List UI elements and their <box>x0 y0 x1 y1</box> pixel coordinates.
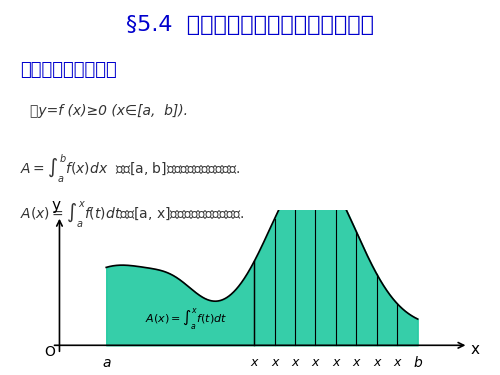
Text: y: y <box>51 198 60 213</box>
Text: x: x <box>373 356 380 369</box>
Text: a: a <box>102 356 110 370</box>
Text: x: x <box>271 356 278 369</box>
Text: $A(x)=\int_a^x f(t)dt$: $A(x)=\int_a^x f(t)dt$ <box>145 306 228 332</box>
Text: $A(x)=\int_a^x f(t)dt$是以[a, x]为底的曲边梯形的面积.: $A(x)=\int_a^x f(t)dt$是以[a, x]为底的曲边梯形的面积… <box>20 200 244 231</box>
Text: x: x <box>352 356 360 369</box>
Text: §5.4  定积分在几何问题中的应用举例: §5.4 定积分在几何问题中的应用举例 <box>126 15 374 35</box>
Text: b: b <box>414 356 422 370</box>
Text: $A=\int_a^b f(x)dx$  是以[a, b]为底的曲边梯形的面积.: $A=\int_a^b f(x)dx$ 是以[a, b]为底的曲边梯形的面积. <box>20 152 240 184</box>
Text: x: x <box>250 356 258 369</box>
Text: x: x <box>332 356 340 369</box>
Text: x: x <box>292 356 298 369</box>
Text: x: x <box>312 356 319 369</box>
Text: 设y=f (x)≥0 (x∈[a,  b]).: 设y=f (x)≥0 (x∈[a, b]). <box>30 104 188 118</box>
Text: 一、定积分的元素法: 一、定积分的元素法 <box>20 61 117 79</box>
Text: x: x <box>394 356 401 369</box>
Text: x: x <box>470 342 480 357</box>
Text: O: O <box>44 345 55 359</box>
